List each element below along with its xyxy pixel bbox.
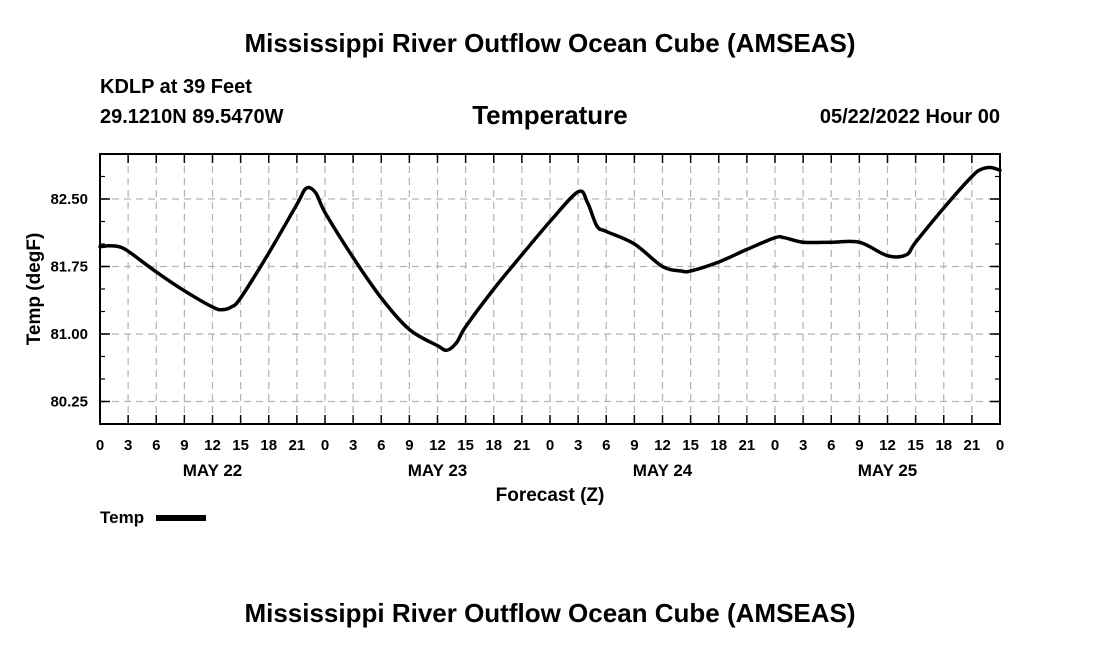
x-tick-label: 15 [457, 437, 474, 454]
x-tick-label: 9 [855, 437, 863, 454]
x-tick-label: 18 [260, 437, 277, 454]
x-tick-label: 12 [879, 437, 896, 454]
x-tick-label: 21 [964, 437, 981, 454]
x-tick-label: 18 [935, 437, 952, 454]
series-line-temp [98, 165, 1002, 353]
grid-layer [100, 154, 1000, 424]
tick-layer [99, 154, 1001, 424]
date-label: MAY 23 [408, 461, 468, 480]
x-axis-title: Forecast (Z) [496, 485, 605, 506]
legend-swatch-temp [156, 515, 207, 521]
x-tick-label: 15 [682, 437, 699, 454]
y-tick-label: 81.00 [50, 326, 88, 343]
tick-label-layer: 0 3 6 9 12 15 18 21 0 3 6 9 12 15 18 21 0 3 6 9 12 15 18 21 0 3 6 9… [50, 191, 1004, 480]
x-tick-label: 6 [602, 437, 610, 454]
date-label: MAY 24 [633, 461, 693, 480]
date-label: MAY 22 [183, 461, 243, 480]
y-tick-label: 81.75 [50, 259, 88, 276]
x-tick-label: 0 [96, 437, 104, 454]
x-tick-label: 18 [710, 437, 727, 454]
x-tick-label: 3 [349, 437, 357, 454]
legend: Temp [100, 508, 207, 528]
x-tick-label: 6 [377, 437, 385, 454]
x-tick-label: 12 [204, 437, 221, 454]
date-label: MAY 25 [858, 461, 918, 480]
coordinates-label: 29.1210N 89.5470W [100, 106, 284, 128]
x-tick-label: 12 [429, 437, 446, 454]
x-tick-label: 3 [574, 437, 582, 454]
station-label: KDLP at 39 Feet [100, 76, 252, 98]
x-tick-label: 21 [289, 437, 306, 454]
plot-frame [99, 153, 1001, 425]
x-tick-label: 3 [124, 437, 132, 454]
x-tick-label: 12 [654, 437, 671, 454]
x-tick-label: 9 [630, 437, 638, 454]
x-tick-label: 18 [485, 437, 502, 454]
footer-title: Mississippi River Outflow Ocean Cube (AM… [244, 598, 856, 628]
y-tick-label: 80.25 [50, 394, 88, 411]
main-title: Mississippi River Outflow Ocean Cube (AM… [244, 28, 856, 58]
y-axis-title: Temp (degF) [24, 233, 45, 346]
x-tick-label: 0 [771, 437, 779, 454]
x-tick-label: 0 [321, 437, 329, 454]
chart-title: Temperature [472, 100, 628, 130]
x-tick-label: 21 [514, 437, 531, 454]
legend-label: Temp [100, 508, 145, 527]
run-time-label: 05/22/2022 Hour 00 [819, 106, 1000, 128]
x-tick-label: 21 [739, 437, 756, 454]
x-tick-label: 0 [996, 437, 1004, 454]
y-tick-label: 82.50 [50, 191, 88, 208]
x-tick-label: 0 [546, 437, 554, 454]
x-tick-label: 3 [799, 437, 807, 454]
x-tick-label: 15 [232, 437, 249, 454]
x-tick-label: 15 [907, 437, 924, 454]
x-tick-label: 9 [180, 437, 188, 454]
x-tick-label: 9 [405, 437, 413, 454]
x-tick-label: 6 [152, 437, 160, 454]
x-tick-label: 6 [827, 437, 835, 454]
